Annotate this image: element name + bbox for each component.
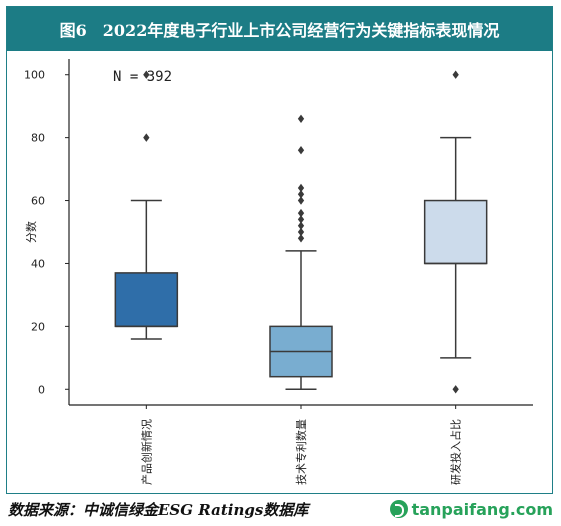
y-tick-label: 0 <box>38 383 45 396</box>
outlier-point <box>297 221 305 230</box>
outlier-point <box>297 114 305 123</box>
brand-logo-icon <box>389 500 408 518</box>
outlier-point <box>297 208 305 218</box>
y-tick-label: 20 <box>31 320 45 333</box>
outlier-point <box>143 133 150 142</box>
y-tick-label: 40 <box>31 257 45 270</box>
brand-text: tanpaifang.com <box>411 499 553 519</box>
brand-watermark: tanpaifang.com <box>389 499 553 519</box>
y-tick-label: 100 <box>24 69 45 82</box>
outlier-point <box>297 183 305 193</box>
outlier-point <box>297 190 305 199</box>
box-1 <box>114 272 179 328</box>
outlier-point <box>297 196 305 205</box>
outlier-point <box>452 385 459 394</box>
y-tick-label: 60 <box>31 195 45 208</box>
outlier-point <box>143 70 150 79</box>
outlier-point <box>297 227 305 237</box>
boxplot-chart: 0 20 40 60 80 100 分数 N = 392 产品创新情况 技术专利数量 研发投入占比 <box>24 59 533 485</box>
figure-frame: 图6 2022年度电子行业上市公司经营行为关键指标表现情况 0 20 40 60 80 1… <box>6 6 553 494</box>
data-source: 数据来源：中诚信绿金ESG Ratings数据库 <box>8 500 309 519</box>
outlier-point <box>297 215 305 224</box>
x-tick-label: 技术专利数量 <box>294 419 308 485</box>
box-3 <box>423 199 488 265</box>
figure-footer: 数据来源：中诚信绿金ESG Ratings数据库 tanpaifang.com <box>8 496 553 522</box>
y-axis-title: 分数 <box>25 221 38 243</box>
x-tick-label: 研发投入占比 <box>449 419 463 485</box>
outlier-point <box>297 146 305 155</box>
x-tick-label: 产品创新情况 <box>139 419 153 485</box>
figure-title: 图6 2022年度电子行业上市公司经营行为关键指标表现情况 <box>7 7 552 51</box>
outlier-point <box>297 234 305 243</box>
sample-size-note: N = 392 <box>113 69 172 85</box>
y-tick-label: 80 <box>31 132 45 145</box>
outlier-point <box>452 70 459 79</box>
